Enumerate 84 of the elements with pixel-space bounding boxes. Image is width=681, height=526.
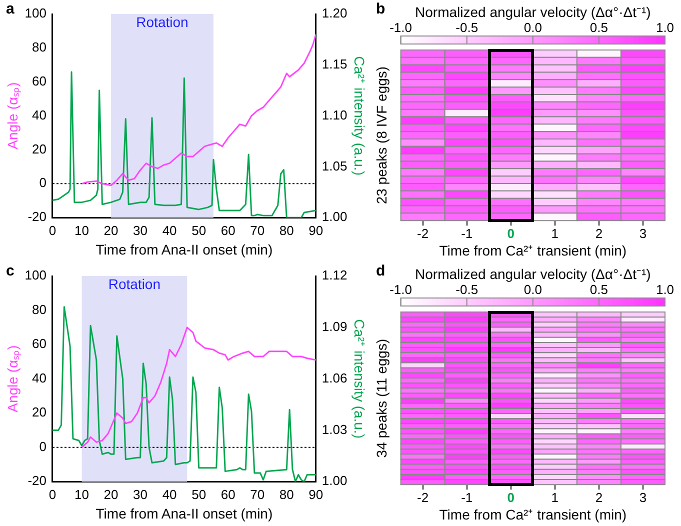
y-tick-label: 80 <box>32 40 46 55</box>
color-bar-title: Normalized angular velocity (Δα°·Δt⁻¹) <box>415 266 651 282</box>
x-tick-label: 90 <box>308 222 324 238</box>
y2-tick-label: 1.06 <box>322 370 348 386</box>
x-tick-label: -2 <box>417 226 429 241</box>
x-tick-label: -1 <box>461 226 473 241</box>
y-tick-label: 100 <box>24 6 46 21</box>
band-label: Rotation <box>136 14 188 30</box>
y-tick-label: 20 <box>32 404 46 420</box>
y-tick-label: 60 <box>32 336 46 352</box>
color-bar-label: 0.0 <box>524 282 542 298</box>
color-bar-label: 1.0 <box>656 282 674 298</box>
color-bar-label: -1.0 <box>390 20 412 36</box>
x-tick-label: 1 <box>551 490 559 505</box>
y-tick-label: 100 <box>24 268 46 283</box>
color-bar-label: 0.0 <box>524 20 542 36</box>
x-tick-label: 2 <box>595 226 603 241</box>
x-tick-label: 60 <box>220 486 236 502</box>
x-tick-label: 40 <box>162 222 177 238</box>
x-tick-label: 80 <box>279 486 294 502</box>
x-tick-label: 3 <box>639 490 647 505</box>
x-axis-title: Time from Ca²⁺ transient (min) <box>439 242 627 258</box>
x-tick-label: 70 <box>250 486 265 502</box>
color-bar-label: 0.5 <box>590 20 608 36</box>
y-tick-label: 0 <box>39 175 46 190</box>
x-tick-label: 50 <box>192 486 206 502</box>
color-bar-label: -1.0 <box>390 282 412 298</box>
y-axis-title: Angle (αₛₚ) <box>4 345 22 412</box>
y-tick-label: 20 <box>32 141 46 156</box>
x-tick-label: 20 <box>104 486 118 502</box>
x-tick-label: 0 <box>48 486 56 502</box>
x-tick-label: 50 <box>192 222 206 238</box>
color-bar-title: Normalized angular velocity (Δα°·Δt⁻¹) <box>415 4 651 20</box>
x-tick-label: 0 <box>507 226 514 241</box>
y2-axis-title: Ca²⁺ intensity (a.u.) <box>352 56 368 176</box>
x-tick-label: 30 <box>133 486 148 502</box>
y2-tick-label: 1.03 <box>322 422 348 437</box>
x-tick-label: 30 <box>133 222 148 238</box>
text: d <box>376 262 386 280</box>
color-bar-label: 0.5 <box>590 282 608 298</box>
y-axis-title: 34 peaks (11 eggs) <box>373 338 390 458</box>
x-tick-label: 3 <box>639 226 647 241</box>
text: a <box>6 0 15 18</box>
y-axis-title: 23 peaks (8 IVF eggs) <box>373 66 390 204</box>
y2-tick-label: 1.15 <box>322 56 348 72</box>
y2-tick-label: 1.12 <box>322 268 348 283</box>
y-tick-label: 80 <box>32 302 46 317</box>
y-tick-label: -20 <box>28 209 46 224</box>
x-tick-label: 10 <box>74 486 89 502</box>
x-tick-label: 40 <box>162 486 177 502</box>
x-tick-label: -1 <box>461 490 473 505</box>
y-tick-label: -20 <box>28 473 46 488</box>
x-tick-label: 90 <box>308 486 324 502</box>
x-tick-label: 80 <box>279 222 294 238</box>
x-axis-title: Time from Ana-II onset (min) <box>96 505 273 522</box>
y2-tick-label: 1.00 <box>322 209 348 224</box>
x-axis-title: Time from Ana-II onset (min) <box>96 241 273 258</box>
y2-tick-label: 1.09 <box>322 318 348 334</box>
y-tick-label: 60 <box>32 73 46 88</box>
y-tick-label: 0 <box>39 438 46 454</box>
x-tick-label: 0 <box>507 490 514 505</box>
y-tick-label: 40 <box>32 107 46 122</box>
x-tick-label: 1 <box>551 226 559 241</box>
color-bar-label: -0.5 <box>456 282 478 298</box>
y-axis-title: Angle (αₛₚ) <box>4 82 22 150</box>
x-tick-label: 0 <box>48 222 56 238</box>
y2-tick-label: 1.05 <box>322 158 348 174</box>
y2-tick-label: 1.20 <box>322 6 348 21</box>
x-axis-title: Time from Ca²⁺ transient (min) <box>439 506 627 522</box>
x-tick-label: 10 <box>74 222 89 238</box>
x-tick-label: 60 <box>220 222 236 238</box>
text: b <box>376 0 386 18</box>
x-tick-label: 70 <box>250 222 265 238</box>
y2-tick-label: 1.00 <box>322 473 348 488</box>
x-tick-label: -2 <box>417 490 429 505</box>
color-bar-label: 1.0 <box>656 20 674 36</box>
y2-axis-title: Ca²⁺ intensity (a.u.) <box>352 319 368 438</box>
color-bar-label: -0.5 <box>456 20 478 36</box>
y-tick-label: 40 <box>32 370 46 386</box>
text: c <box>6 262 14 280</box>
x-tick-label: 2 <box>595 490 603 505</box>
band-label: Rotation <box>108 276 161 292</box>
x-tick-label: 20 <box>104 222 118 238</box>
y2-tick-label: 1.10 <box>322 107 348 122</box>
